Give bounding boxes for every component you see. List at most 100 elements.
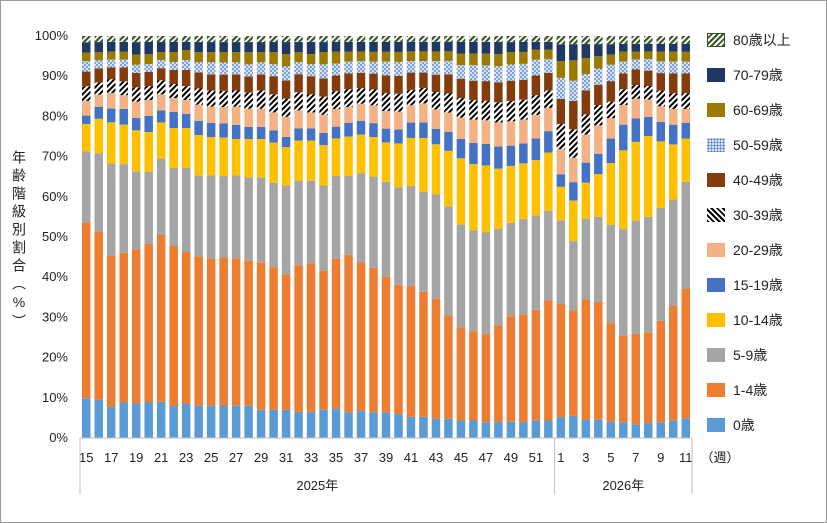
bar-segment	[319, 52, 328, 65]
bar-segment	[231, 52, 241, 63]
legend-swatch	[707, 278, 725, 292]
bar-segment	[494, 82, 503, 103]
bar-segment	[519, 422, 528, 438]
bar-segment	[219, 36, 228, 43]
bar-segment	[544, 107, 553, 132]
bar-segment	[519, 163, 528, 220]
bar-segment	[681, 138, 690, 182]
bar-segment	[169, 62, 178, 70]
bar-segment	[469, 36, 478, 42]
bar-segment	[656, 141, 666, 208]
bar-segment	[82, 36, 91, 43]
bar-segment	[244, 42, 253, 53]
bar-segment	[319, 114, 328, 133]
bar-segment	[156, 122, 166, 159]
bar-segment	[194, 62, 203, 73]
legend-swatch	[707, 383, 725, 397]
bar-segment	[331, 41, 341, 52]
bar-segment	[131, 72, 141, 88]
bar-segment	[181, 128, 191, 168]
bar-segment	[481, 81, 491, 101]
bar-segment	[94, 231, 103, 400]
bar-segment	[631, 334, 641, 425]
bar-segment	[319, 78, 328, 97]
bar-segment	[469, 80, 478, 101]
bar-segment	[269, 42, 278, 53]
bar-segment	[506, 316, 516, 422]
bar-segment	[356, 173, 366, 263]
bar-segment	[556, 36, 566, 45]
y-tick-label: 100%	[35, 28, 69, 43]
bar-segment	[206, 405, 216, 438]
bar-segment	[131, 171, 141, 250]
bar-segment	[406, 122, 416, 138]
bar-segment	[156, 52, 166, 61]
bar-segment	[394, 284, 403, 415]
legend-label: 50-59歳	[733, 137, 783, 153]
bar-segment	[294, 140, 303, 181]
bar-segment	[506, 80, 516, 101]
bar-segment	[144, 402, 153, 438]
bar-segment	[381, 128, 391, 143]
legend-item: 1-4歳	[707, 380, 767, 400]
x-tick-label: 29	[254, 450, 268, 465]
bar-segment	[556, 77, 566, 99]
bar-segment	[631, 36, 641, 44]
bar-segment	[519, 119, 528, 144]
bar-segment	[369, 61, 378, 74]
bar-segment	[281, 66, 291, 81]
bar-segment	[244, 36, 253, 43]
bar-segment	[606, 323, 616, 422]
bar-segment	[369, 123, 378, 137]
bar-segment	[406, 286, 416, 417]
bar-segment	[419, 51, 428, 62]
bar-segment	[519, 63, 528, 80]
bar-segment	[519, 219, 528, 315]
bar-segment	[581, 162, 591, 183]
bar-segment	[256, 108, 266, 127]
bar-segment	[281, 137, 291, 148]
bar-segment	[231, 90, 241, 107]
bar-segment	[306, 411, 316, 438]
bar-segment	[519, 51, 528, 64]
bar-segment	[294, 36, 303, 43]
y-tick-label: 40%	[42, 269, 68, 284]
bar-segment	[531, 420, 541, 438]
bar-segment	[331, 75, 341, 92]
bar-segment	[494, 228, 503, 326]
bar-segment	[394, 36, 403, 42]
bar-segment	[556, 417, 566, 438]
bar-segment	[231, 36, 241, 43]
bar-segment	[144, 64, 153, 72]
bar-segment	[131, 249, 141, 404]
bar-segment	[581, 218, 591, 300]
bar-segment	[631, 85, 641, 99]
bar-segment	[456, 158, 466, 225]
bar-segment	[494, 66, 503, 83]
bar-segment	[219, 62, 228, 75]
bar-segment	[156, 110, 166, 123]
bar-segment	[631, 59, 641, 70]
bar-segment	[544, 420, 553, 438]
bar-segment	[606, 81, 616, 102]
bar-segment	[269, 112, 278, 131]
bar-segment	[681, 61, 690, 74]
bar-segment	[631, 220, 641, 335]
bar-segment	[581, 419, 591, 438]
bar-segment	[406, 51, 416, 62]
bar-segment	[569, 157, 578, 183]
bar-segment	[431, 41, 441, 52]
x-tick-label: 45	[454, 450, 468, 465]
bar-segment	[444, 60, 453, 75]
bar-segment	[669, 36, 678, 44]
bar-segment	[294, 110, 303, 129]
bar-segment	[206, 175, 216, 259]
bar-segment	[419, 137, 428, 192]
bar-segment	[94, 36, 103, 43]
bar-segment	[594, 125, 603, 154]
bar-segment	[131, 42, 141, 55]
bar-segment	[356, 134, 366, 174]
bar-segment	[106, 108, 116, 123]
legend-label: 0歳	[733, 417, 755, 433]
bar-segment	[594, 216, 603, 302]
